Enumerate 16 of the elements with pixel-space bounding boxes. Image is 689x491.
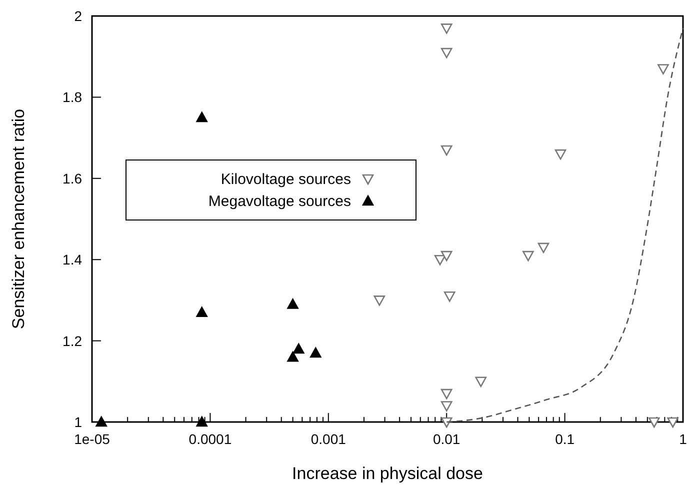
x-tick-label: 1e-05: [74, 431, 110, 447]
x-tick-label: 0.0001: [188, 431, 232, 447]
x-tick-label: 1: [679, 431, 688, 447]
x-tick-label: 0.01: [432, 431, 460, 447]
y-tick-label: 1.2: [62, 332, 82, 349]
legend-label: Megavoltage sources: [208, 193, 351, 210]
y-tick-label: 1.4: [62, 252, 82, 268]
y-tick-label: 1.6: [62, 170, 82, 186]
y-tick-label: 1: [74, 414, 82, 430]
x-tick-label: 0.1: [555, 431, 575, 447]
y-tick-label: 2: [74, 8, 82, 24]
y-axis-title: Sensitizer enhancement ratio: [9, 108, 28, 330]
legend-label: Kilovoltage sources: [220, 171, 351, 188]
x-axis-title: Increase in physical dose: [292, 464, 483, 483]
x-tick-label: 0.001: [310, 431, 346, 447]
y-tick-label: 1.8: [62, 89, 82, 106]
